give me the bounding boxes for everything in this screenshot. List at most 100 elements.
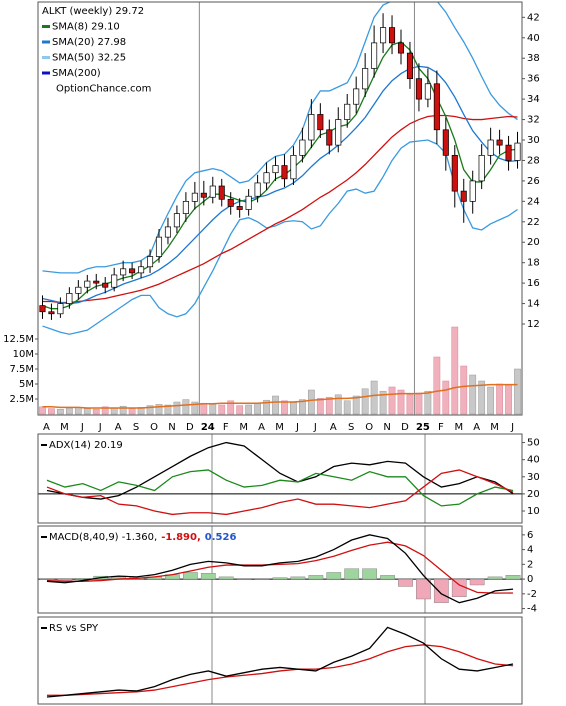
indicator-line [46,534,514,604]
y-tick-label: 42 [527,12,540,23]
candle-body [111,274,118,288]
y-tick-label: 34 [527,94,540,105]
x-tick-label: A [473,422,480,433]
volume-bar [442,380,450,415]
candle-body [75,286,82,294]
y-tick-label: 32 [527,115,540,126]
volume-bar [505,384,512,415]
candle-body [326,129,333,146]
y-tick-label: 36 [527,74,540,85]
volume-bar [245,404,253,415]
volume-tick-label: 2.5M [9,394,34,405]
histogram-bar [433,578,449,603]
volume-bar [379,390,387,415]
volume-bar [57,408,64,415]
volume-bar [263,399,270,415]
histogram-bar [272,577,288,580]
candle-body [173,213,180,228]
volume-bar [343,400,351,415]
x-tick-label: A [258,422,265,433]
candle-body [496,139,503,146]
y-tick-label: 24 [527,196,540,207]
candle-body [272,165,279,174]
candle-body [353,88,360,105]
histogram-bar [398,578,413,587]
volume-bar [39,406,46,415]
y-tick-label: -4 [527,604,537,615]
y-tick-label: 40 [527,455,540,466]
candle-body [442,129,449,156]
volume-bar [361,388,369,415]
volume-bar [146,405,154,415]
volume-bar [227,400,235,415]
volume-bar [514,368,521,415]
histogram-bar [326,572,342,580]
volume-bar [119,405,127,415]
candle-body [451,154,458,192]
candle-body [263,172,270,184]
candle-body [362,68,369,90]
x-tick-label: M [490,422,499,433]
legend-label: SMA(20) 27.98 [52,37,126,48]
volume-bar [397,389,405,415]
volume-bar [325,396,333,415]
volume-bar [487,386,495,415]
x-tick-label: S [133,422,139,433]
volume-bar [101,406,109,415]
plot-area [38,534,522,604]
x-tick-label: D [186,422,194,433]
volume-bar [83,408,91,415]
candle-body [191,192,198,202]
volume-bar [316,398,324,415]
x-tick-label: O [365,422,373,433]
candle-body [57,303,64,315]
candle-body [469,180,476,202]
volume-bar [218,404,226,415]
y-tick-label: 2 [527,559,533,570]
candle-body [308,114,315,141]
volume-tick-label: 5M [19,379,34,390]
candle-body [478,154,485,182]
candle-body [371,42,378,69]
title-part: RS vs SPY [49,623,99,634]
x-tick-label: J [313,422,317,433]
y-tick-label: 40 [527,33,540,44]
volume-bar [307,389,315,415]
candle-body [514,142,521,161]
candle-body [236,206,243,210]
legend-label: ALKT (weekly) 29.72 [42,6,144,17]
candle-body [254,182,261,197]
candle-body [129,268,136,274]
volume-bar [290,402,297,415]
band-lower [42,139,518,335]
x-tick-label: A [330,422,337,433]
histogram-bar [362,568,378,580]
x-tick-label: F [438,422,444,433]
legend-label: SMA(200) [52,68,101,79]
volume-bar [200,402,208,415]
candle-body [380,27,387,44]
y-tick-label: 20 [527,237,540,248]
volume-bar [415,392,423,415]
panel-frame [37,616,523,705]
histogram-bar [236,578,252,581]
histogram-bar [75,578,91,580]
y-tick-label: 50 [527,438,540,449]
candle-body [406,52,414,80]
candle-body [66,292,73,304]
title-part: -1.890, [161,532,201,543]
indicator-line [46,644,514,696]
candle-body [209,185,216,198]
candle-body [48,311,55,315]
candle-body [164,226,172,238]
y-tick-label: 12 [527,319,540,330]
indicator-line [42,65,518,305]
y-tick-label: 38 [527,53,540,64]
x-tick-label: F [223,422,229,433]
candle-body [317,114,324,131]
volume-bar [48,408,55,415]
candle-body [120,268,127,276]
histogram-bar [380,575,395,580]
plot-area [38,441,522,516]
